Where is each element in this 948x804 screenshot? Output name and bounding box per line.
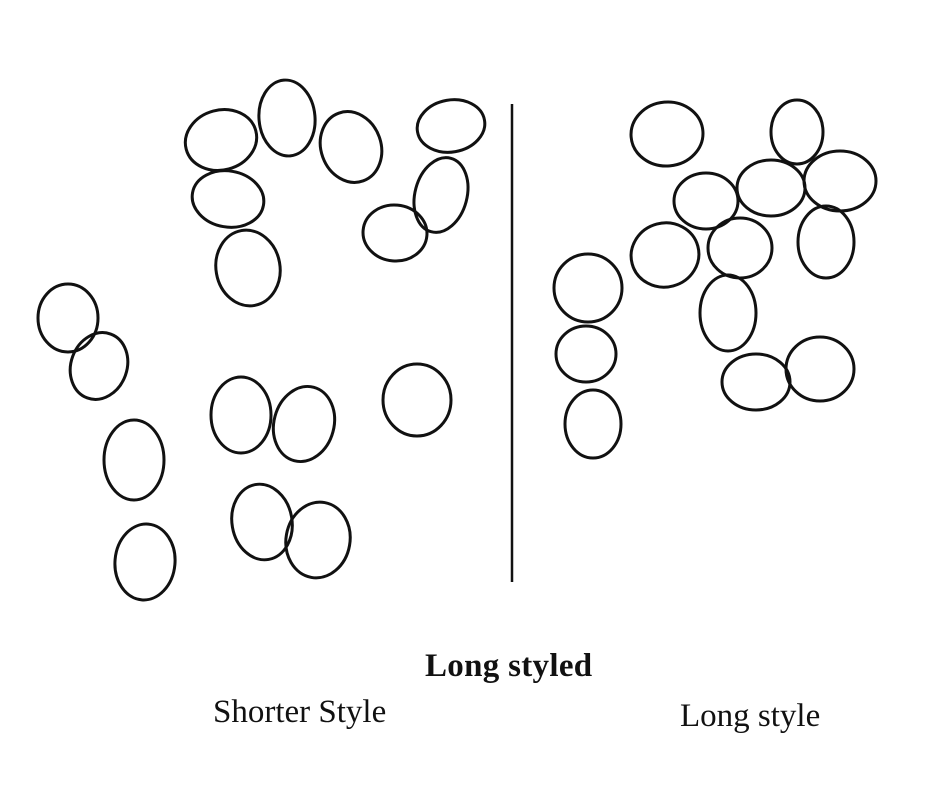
shorter-style-cell-outline <box>190 169 266 229</box>
long-style-cell-outline <box>796 204 856 280</box>
long-style-cell-outline <box>720 352 792 412</box>
shorter-style-cell-outline <box>209 375 273 455</box>
long-style-cell-outline <box>769 98 825 166</box>
long-style-label: Long style <box>680 698 821 734</box>
shorter-style-cell-outline <box>284 500 352 580</box>
shorter-style-cell-outline <box>36 282 100 354</box>
shorter-style-cell-outline <box>415 98 487 154</box>
shorter-style-cell-outline <box>214 228 282 308</box>
long-style-cell-outline <box>735 158 807 218</box>
shorter-style-cell-outline <box>412 156 470 234</box>
shorter-style-cell-outline <box>381 362 453 438</box>
long-style-cell-outline <box>672 171 740 231</box>
figure-title: Long styled <box>425 648 593 684</box>
long-style-cell-outline <box>554 324 618 384</box>
long-style-cell-outline <box>552 252 624 324</box>
long-style-cell-outline <box>784 335 856 403</box>
shorter-style-cell-outline <box>361 203 429 263</box>
shorter-style-label: Shorter Style <box>213 694 387 730</box>
shorter-style-cell-outline <box>230 482 294 562</box>
shorter-style-panel <box>36 78 487 602</box>
long-style-cell-outline <box>629 100 705 168</box>
shorter-style-cell-outline <box>68 331 130 401</box>
shorter-style-cell-outline <box>257 78 317 158</box>
long-style-panel <box>552 98 878 460</box>
long-style-cell-outline <box>629 221 701 289</box>
long-style-cell-outline <box>802 149 878 213</box>
long-style-cell-outline <box>563 388 623 460</box>
shorter-style-cell-outline <box>271 384 337 464</box>
shorter-style-cell-outline <box>113 522 177 602</box>
long-style-cell-outline <box>706 216 774 280</box>
long-style-cell-outline <box>698 273 758 353</box>
shorter-style-cell-outline <box>318 110 384 184</box>
shorter-style-cell-outline <box>183 108 259 172</box>
shorter-style-cell-outline <box>102 418 166 502</box>
